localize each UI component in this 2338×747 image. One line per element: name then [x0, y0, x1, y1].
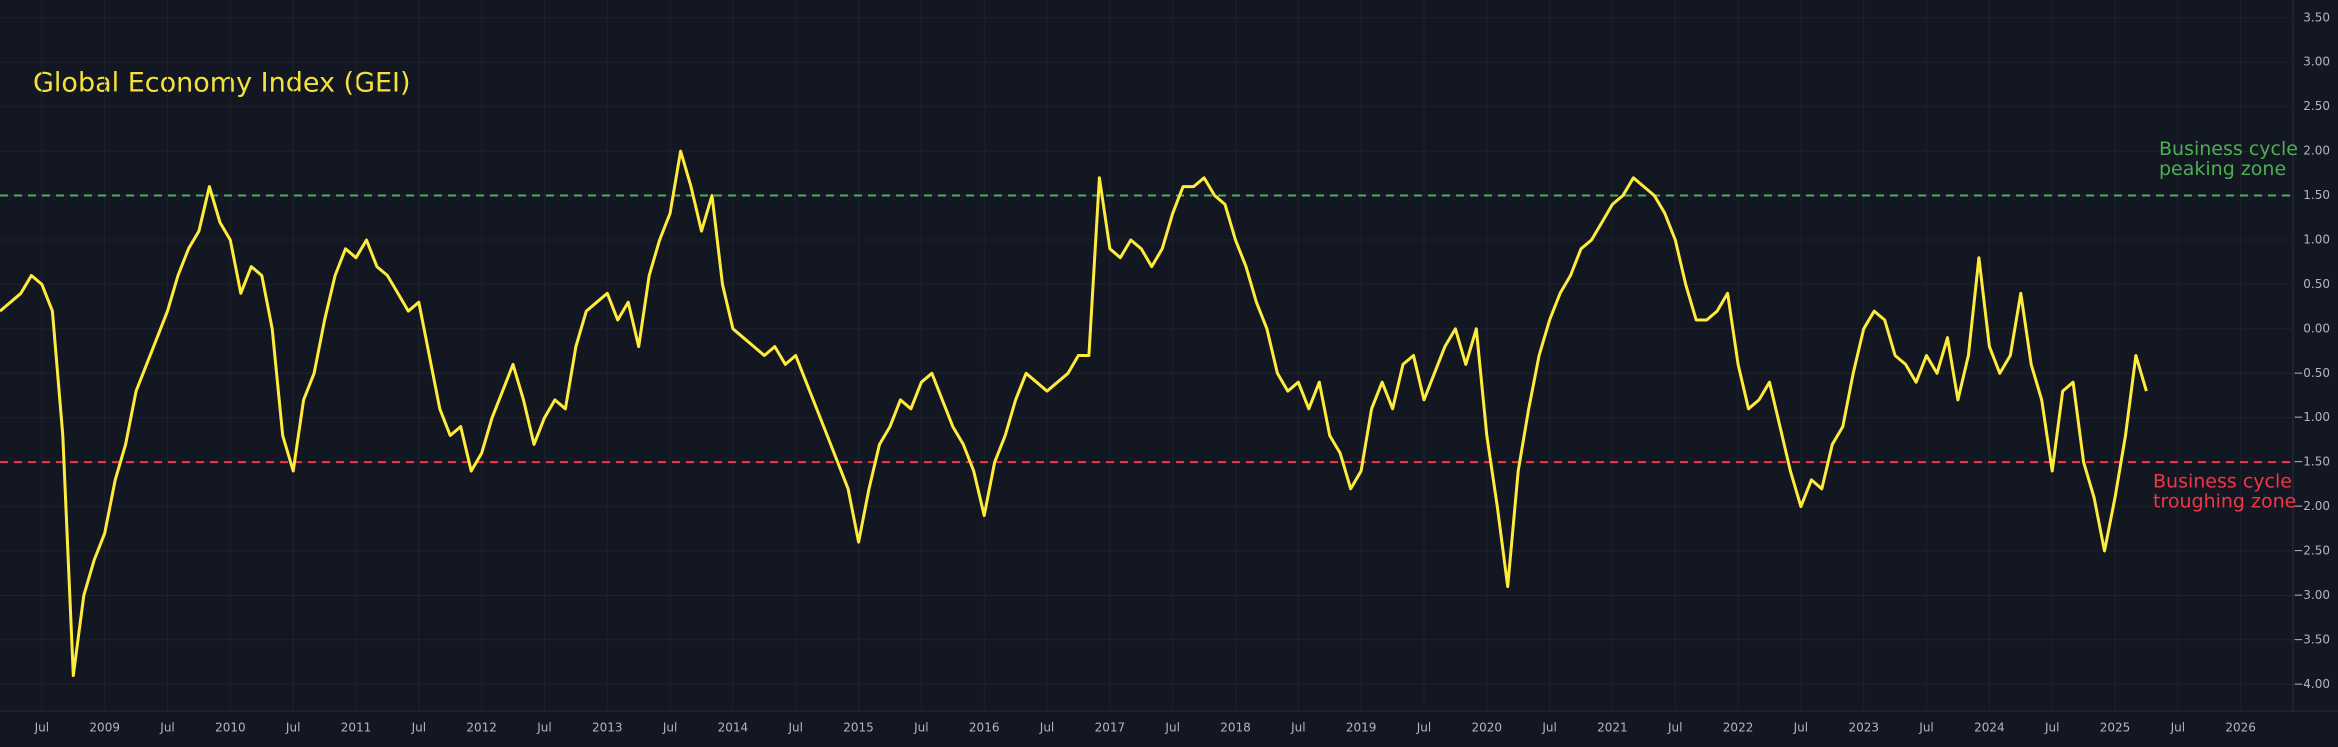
x-tick-label: Jul	[913, 721, 928, 735]
x-tick-label: 2018	[1220, 721, 1251, 735]
x-tick-label: Jul	[662, 721, 677, 735]
y-tick-label: 3.50	[2303, 10, 2330, 24]
x-tick-label: Jul	[2044, 721, 2059, 735]
x-tick-label: Jul	[34, 721, 49, 735]
y-tick-label: −3.00	[2293, 588, 2330, 602]
x-tick-label: Jul	[1039, 721, 1054, 735]
x-tick-label: 2009	[89, 721, 120, 735]
y-tick-label: −2.50	[2293, 544, 2330, 558]
chart-title: Global Economy Index (GEI)	[33, 68, 411, 99]
y-tick-label: 2.50	[2303, 99, 2330, 113]
x-tick-label: 2011	[341, 721, 372, 735]
y-tick-label: −1.00	[2293, 410, 2330, 424]
data-line	[0, 149, 2148, 677]
x-tick-label: Jul	[1164, 721, 1179, 735]
x-tick-label: Jul	[1290, 721, 1305, 735]
x-tick-label: Jul	[1667, 721, 1682, 735]
y-tick-label: −0.50	[2293, 366, 2330, 380]
y-tick-label: 0.00	[2303, 321, 2330, 335]
y-tick-label: −3.50	[2293, 632, 2330, 646]
x-tick-label: Jul	[788, 721, 803, 735]
x-tick-label: Jul	[285, 721, 300, 735]
x-tick-label: 2025	[2100, 721, 2131, 735]
annotation: Business cycle	[2153, 471, 2292, 493]
x-tick-label: 2010	[215, 721, 246, 735]
x-tick-label: Jul	[1541, 721, 1556, 735]
y-tick-label: 1.00	[2303, 232, 2330, 246]
x-tick-label: 2015	[843, 721, 874, 735]
x-tick-label: 2016	[969, 721, 1000, 735]
x-tick-label: 2022	[1723, 721, 1754, 735]
x-tick-label: Jul	[1793, 721, 1808, 735]
x-tick-label: 2023	[1848, 721, 1879, 735]
x-tick-label: Jul	[411, 721, 426, 735]
x-tick-label: 2017	[1095, 721, 1126, 735]
x-tick-label: 2012	[466, 721, 497, 735]
x-tick-label: Jul	[2170, 721, 2185, 735]
x-tick-label: Jul	[1416, 721, 1431, 735]
y-tick-label: 2.00	[2303, 144, 2330, 158]
y-tick-label: −2.00	[2293, 499, 2330, 513]
x-tick-label: 2013	[592, 721, 623, 735]
y-tick-label: −4.00	[2293, 677, 2330, 691]
x-tick-label: Jul	[1918, 721, 1933, 735]
x-tick-label: Jul	[536, 721, 551, 735]
annotation: Business cycle	[2159, 138, 2298, 160]
annotation: peaking zone	[2159, 158, 2286, 180]
x-tick-label: 2020	[1472, 721, 1503, 735]
x-tick-label: 2014	[718, 721, 749, 735]
annotation: troughing zone	[2153, 491, 2296, 513]
y-tick-label: 0.50	[2303, 277, 2330, 291]
x-tick-label: 2024	[1974, 721, 2005, 735]
x-tick-label: 2019	[1346, 721, 1377, 735]
y-tick-label: 3.00	[2303, 55, 2330, 69]
x-tick-label: 2026	[2225, 721, 2256, 735]
x-tick-label: Jul	[159, 721, 174, 735]
y-tick-label: 1.50	[2303, 188, 2330, 202]
y-tick-label: −1.50	[2293, 455, 2330, 469]
x-tick-label: 2021	[1597, 721, 1628, 735]
